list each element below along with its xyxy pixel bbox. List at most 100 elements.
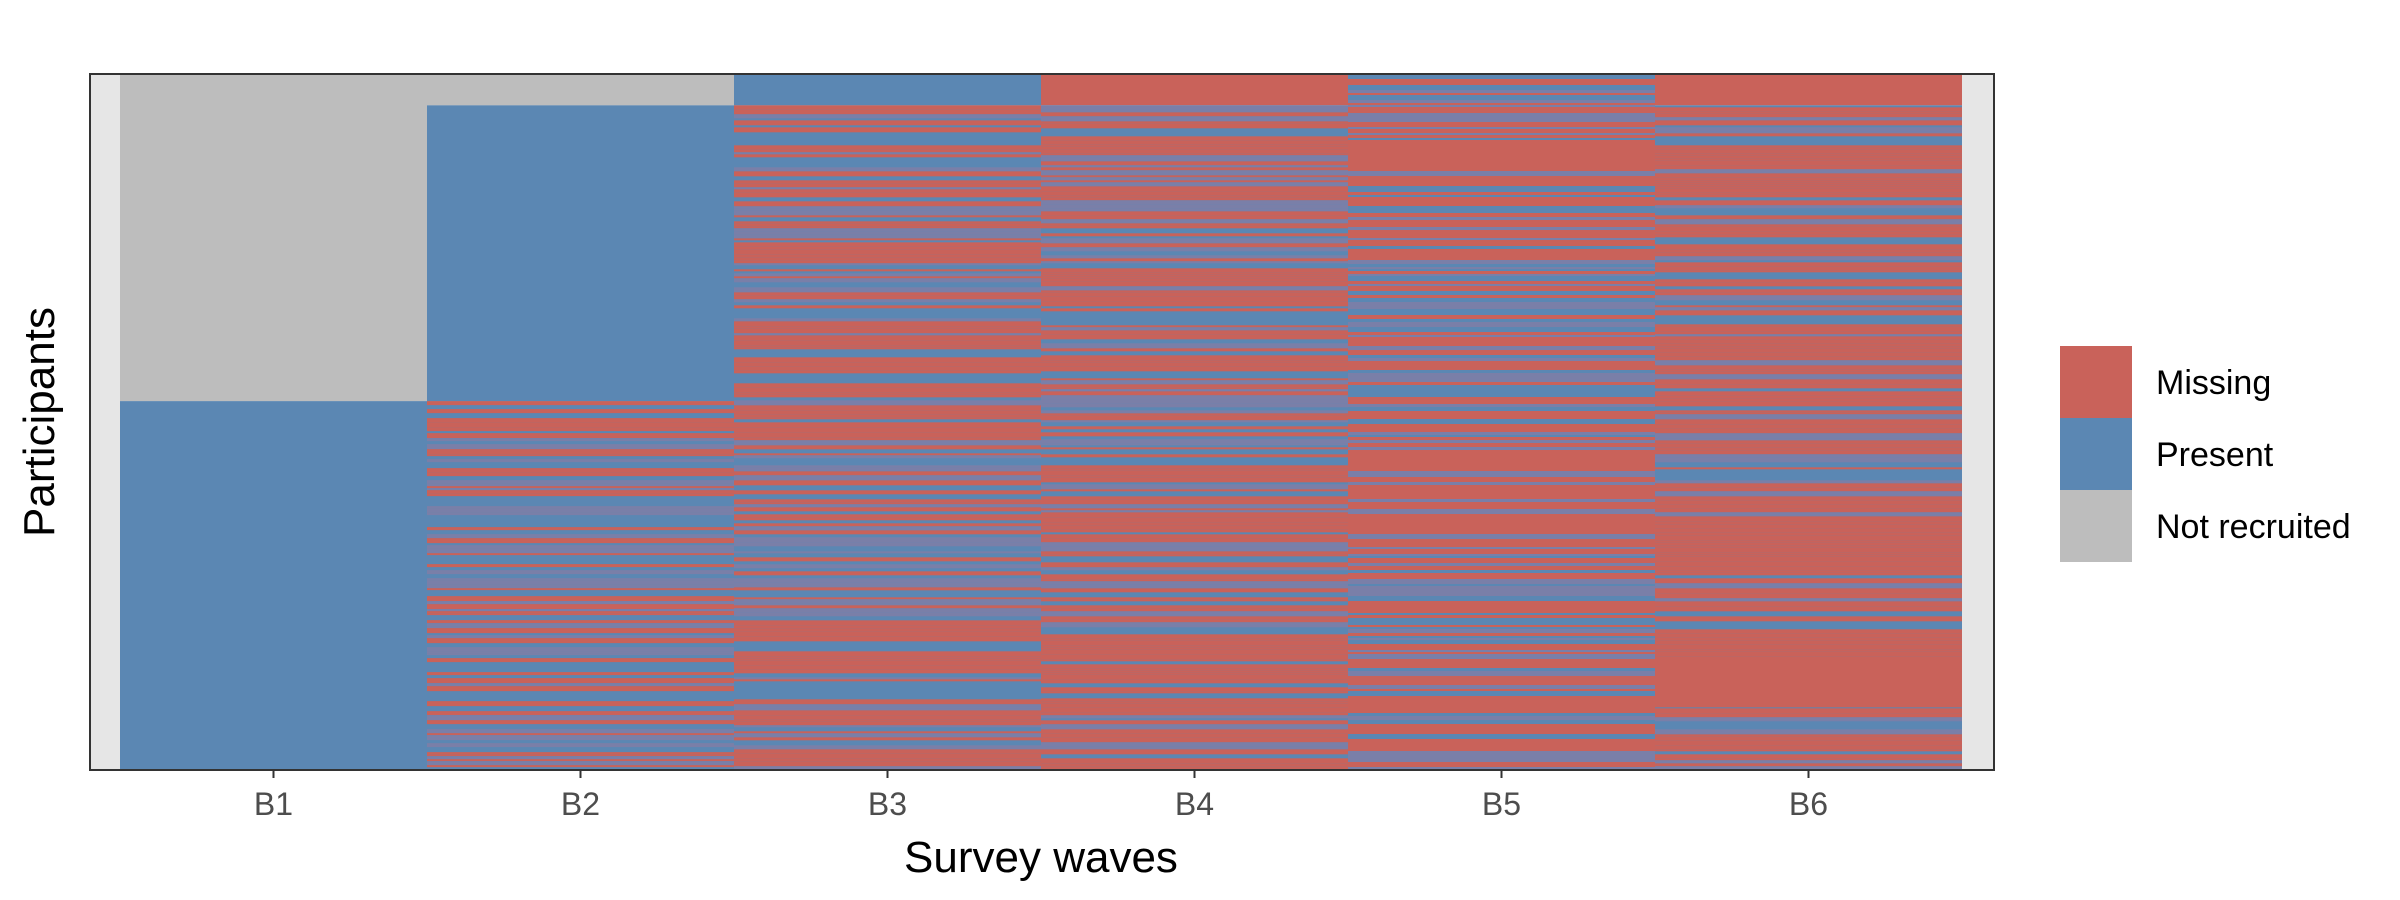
mixed-stripe xyxy=(1348,547,1655,549)
mixed-stripe xyxy=(734,208,1041,211)
missing-stripe xyxy=(1348,430,1655,432)
missing-stripe xyxy=(1348,739,1655,741)
missing-stripe xyxy=(1348,577,1655,579)
missing-stripe xyxy=(734,260,1041,264)
mixed-stripe xyxy=(734,465,1041,468)
mixed-stripe xyxy=(1655,760,1962,764)
missing-stripe xyxy=(1041,355,1348,361)
missing-stripe xyxy=(427,472,734,477)
missing-stripe xyxy=(1348,192,1655,195)
missing-stripe xyxy=(734,305,1041,309)
mixed-stripe xyxy=(1348,358,1655,361)
mixed-stripe xyxy=(1041,443,1348,446)
missing-stripe xyxy=(1348,201,1655,206)
mixed-stripe xyxy=(427,512,734,516)
missing-stripe xyxy=(734,523,1041,527)
missing-stripe xyxy=(734,628,1041,632)
missing-stripe xyxy=(734,383,1041,388)
missing-stripe xyxy=(1655,120,1962,126)
missing-stripe xyxy=(1348,494,1655,499)
missing-stripe xyxy=(1041,654,1348,660)
mixed-stripe xyxy=(734,608,1041,613)
missing-stripe xyxy=(1041,737,1348,743)
mixed-stripe xyxy=(734,440,1041,446)
missing-stripe xyxy=(427,490,734,494)
missing-stripe xyxy=(1041,225,1348,229)
missing-stripe xyxy=(1041,360,1348,363)
missing-stripe xyxy=(734,183,1041,188)
column-b2-not-recruited xyxy=(427,74,734,106)
mixed-stripe xyxy=(734,578,1041,583)
mixed-stripe xyxy=(734,228,1041,232)
missing-stripe xyxy=(1348,573,1655,575)
mixed-stripe xyxy=(1348,432,1655,435)
missing-stripe xyxy=(734,679,1041,682)
missing-stripe xyxy=(1655,365,1962,370)
missing-stripe xyxy=(734,392,1041,395)
missing-stripe xyxy=(1655,184,1962,187)
missing-stripe xyxy=(1041,136,1348,141)
missing-stripe xyxy=(1655,160,1962,166)
missing-stripe xyxy=(1348,213,1655,217)
missing-stripe xyxy=(734,340,1041,346)
missing-stripe xyxy=(734,145,1041,150)
missing-stripe xyxy=(1041,292,1348,297)
legend-label: Present xyxy=(2156,436,2274,474)
missing-stripe xyxy=(1655,165,1962,170)
missing-stripe xyxy=(734,625,1041,629)
mixed-stripe xyxy=(734,167,1041,172)
missing-stripe xyxy=(1348,342,1655,346)
missing-stripe xyxy=(734,417,1041,420)
mixed-stripe xyxy=(1041,177,1348,181)
missing-stripe xyxy=(1348,549,1655,554)
missing-stripe xyxy=(1655,601,1962,607)
mixed-stripe xyxy=(734,706,1041,709)
missing-stripe xyxy=(734,719,1041,722)
missing-stripe xyxy=(1655,566,1962,571)
missing-stripe xyxy=(1348,450,1655,455)
missing-stripe xyxy=(1655,289,1962,293)
missing-stripe xyxy=(1348,152,1655,155)
mixed-stripe xyxy=(734,278,1041,283)
missing-stripe xyxy=(1041,391,1348,396)
missing-stripe xyxy=(734,437,1041,441)
mixed-stripe xyxy=(1041,724,1348,730)
missing-stripe xyxy=(1348,566,1655,570)
missing-stripe xyxy=(1348,647,1655,650)
missing-stripe xyxy=(1655,487,1962,492)
missing-stripe xyxy=(1348,519,1655,523)
missing-stripe xyxy=(1655,447,1962,451)
missing-stripe xyxy=(1655,516,1962,522)
mixed-stripe xyxy=(1348,751,1655,753)
missing-stripe xyxy=(1655,443,1962,448)
missing-stripe xyxy=(1041,149,1348,154)
missing-stripe xyxy=(1041,243,1348,248)
missing-stripe xyxy=(1041,378,1348,381)
mixed-stripe xyxy=(1348,650,1655,652)
missing-stripe xyxy=(1041,211,1348,216)
missing-stripe xyxy=(1041,551,1348,555)
missing-stripe xyxy=(1041,766,1348,770)
mixed-stripe xyxy=(1348,591,1655,596)
missing-stripe xyxy=(1348,367,1655,370)
mixed-stripe xyxy=(1348,473,1655,477)
missing-stripe xyxy=(1041,588,1348,593)
mixed-stripe xyxy=(427,584,734,589)
mixed-stripe xyxy=(1041,581,1348,585)
missing-stripe xyxy=(1041,278,1348,282)
missing-stripe xyxy=(1348,504,1655,509)
missing-stripe xyxy=(1655,331,1962,335)
mixed-stripe xyxy=(734,287,1041,293)
mixed-stripe xyxy=(1655,360,1962,366)
missing-stripe xyxy=(1348,337,1655,342)
mixed-stripe xyxy=(1348,227,1655,230)
mixed-stripe xyxy=(734,206,1041,209)
missing-stripe xyxy=(734,171,1041,177)
missing-stripe xyxy=(734,737,1041,741)
mixed-stripe xyxy=(427,761,734,766)
missing-stripe xyxy=(734,105,1041,110)
missing-stripe xyxy=(1348,350,1655,355)
missing-stripe xyxy=(1655,401,1962,407)
missing-stripe xyxy=(1041,144,1348,147)
mixed-stripe xyxy=(734,318,1041,322)
